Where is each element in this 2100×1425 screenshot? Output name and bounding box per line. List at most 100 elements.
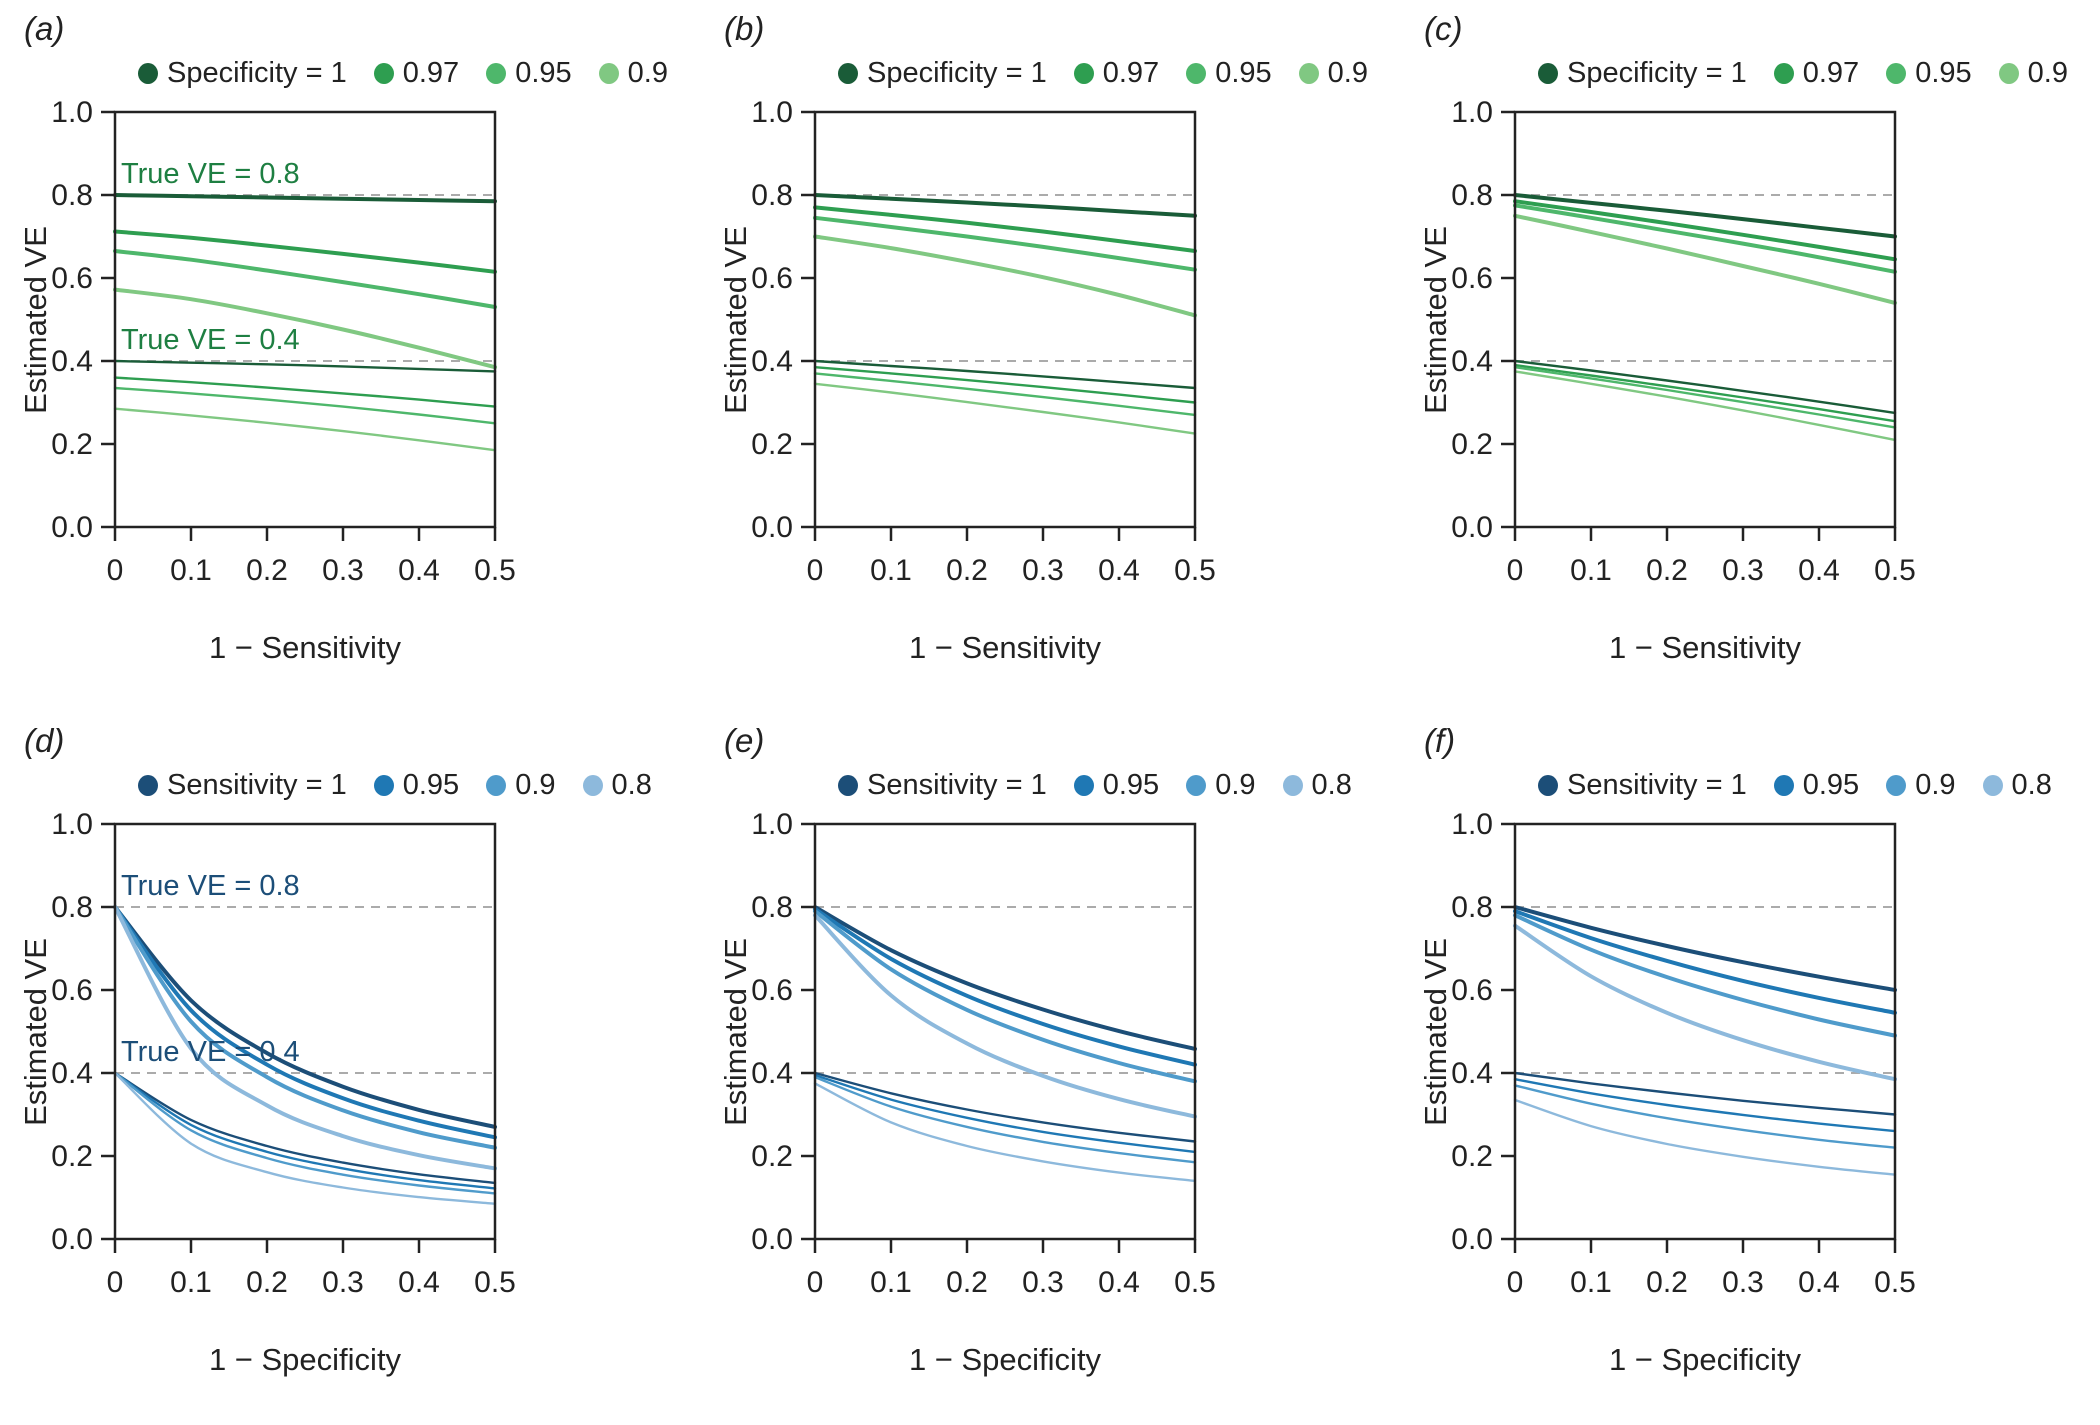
- curve: [1513, 909, 1897, 1015]
- y-tick-label: 1.0: [51, 96, 93, 129]
- panel-label: (b): [724, 10, 765, 47]
- curve: [813, 359, 1197, 390]
- y-tick-label: 0.4: [1451, 345, 1493, 378]
- y-tick-label: 0.6: [1451, 262, 1493, 295]
- panel-e: (e) Sensitivity = 1 0.95 0.9 0.8 0.0 0.2 0.4 0…: [700, 712, 1400, 1424]
- x-tick-label: 0.3: [1722, 1266, 1764, 1299]
- x-tick-label: 0.2: [946, 1266, 988, 1299]
- x-tick-label: 0.1: [1570, 1266, 1612, 1299]
- curve: [113, 386, 497, 425]
- curve: [113, 249, 497, 309]
- curve: [113, 287, 497, 370]
- true-ve-annotation: True VE = 0.4: [121, 1036, 300, 1068]
- curve: [813, 909, 1197, 1084]
- legend: Sensitivity = 1 0.95 0.9 0.8: [138, 768, 652, 802]
- curve: [113, 1071, 497, 1190]
- panel-f: (f) Sensitivity = 1 0.95 0.9 0.8 0.0 0.2 0.4 0…: [1400, 712, 2100, 1424]
- y-tick-label: 0.0: [51, 511, 93, 544]
- curve: [813, 913, 1197, 1119]
- legend-dot-icon: [138, 774, 158, 796]
- legend-label: 0.9: [627, 56, 668, 89]
- legend-item: 0.9: [1998, 56, 2068, 90]
- curve: [113, 905, 497, 1140]
- legend-item: 0.95: [1773, 769, 1859, 802]
- curve: [1513, 199, 1897, 262]
- legend-label: 0.9: [2027, 56, 2068, 89]
- legend-dot-icon: [138, 62, 158, 84]
- legend-item: Sensitivity = 1: [838, 769, 1047, 802]
- y-tick-label: 0.2: [751, 428, 793, 461]
- legend-dot-icon: [1998, 62, 2019, 84]
- legend-item: 0.9: [1186, 768, 1256, 802]
- y-tick-label: 0.6: [1451, 974, 1493, 1007]
- legend-dot-icon: [1886, 62, 1907, 84]
- y-tick-label: 1.0: [1451, 808, 1493, 841]
- legend-dot-icon: [838, 62, 858, 84]
- curve: [113, 1071, 497, 1185]
- legend-dot-icon: [1773, 62, 1794, 84]
- legend-item: 0.8: [1282, 769, 1352, 802]
- curve: [113, 905, 497, 1171]
- y-axis-label: Estimated VE: [1418, 226, 1453, 414]
- chart-b: 0.0 0.2 0.4 0.6 0.8 1.0 0 0.1 0.2 0.3 0.4 0.5: [751, 96, 1216, 587]
- legend-label: 0.95: [1915, 56, 1972, 89]
- legend-dot-icon: [1298, 62, 1319, 84]
- y-tick-label: 0.0: [1451, 1223, 1493, 1256]
- legend-item: Sensitivity = 1: [1538, 769, 1747, 802]
- x-tick-label: 0.3: [1022, 1266, 1064, 1299]
- legend-item: 0.9: [1886, 769, 1956, 802]
- y-tick-label: 0.8: [751, 179, 793, 212]
- curve: [1513, 213, 1897, 305]
- panel-c: (c) Specificity = 1 0.97 0.95 0.9 0.0 0.2 0.4…: [1400, 0, 2100, 712]
- legend-label: 0.9: [515, 768, 556, 801]
- x-axis-label: 1 − Sensitivity: [1608, 630, 1802, 665]
- legend-dot-icon: [1982, 774, 2003, 796]
- curve: [813, 382, 1197, 435]
- y-tick-label: 0.4: [751, 1057, 793, 1090]
- plot-box: [113, 822, 497, 1241]
- legend-label: 0.9: [1215, 768, 1256, 801]
- legend-dot-icon: [582, 774, 603, 796]
- plot-box: [813, 110, 1197, 529]
- curve: [813, 1075, 1197, 1164]
- y-tick-label: 0.2: [751, 1140, 793, 1173]
- panel-label: (c): [1424, 10, 1463, 47]
- x-tick-label: 0.1: [870, 1266, 912, 1299]
- x-axis-label: 1 − Sensitivity: [208, 630, 402, 665]
- legend-item: 0.8: [582, 769, 652, 802]
- legend-item: 0.95: [486, 57, 572, 90]
- chart-c: 0.0 0.2 0.4 0.6 0.8 1.0 0 0.1 0.2 0.3 0.4 0.5: [1451, 96, 1916, 587]
- curve: [1513, 366, 1897, 429]
- y-tick-label: 0.4: [1451, 1057, 1493, 1090]
- x-tick-label: 0.4: [398, 1266, 440, 1299]
- y-tick-label: 0.2: [1451, 428, 1493, 461]
- curve: [813, 905, 1197, 1051]
- x-tick-label: 0.5: [474, 1266, 516, 1299]
- true-ve-annotation: True VE = 0.4: [121, 324, 300, 356]
- x-tick-label: 0: [807, 1266, 824, 1299]
- x-tick-label: 0.4: [1798, 554, 1840, 587]
- curve: [813, 193, 1197, 218]
- curve: [1513, 193, 1897, 239]
- curve: [813, 366, 1197, 404]
- curve: [113, 905, 497, 1150]
- curve: [1513, 923, 1897, 1082]
- legend-dot-icon: [373, 774, 394, 796]
- curve: [113, 359, 497, 373]
- x-tick-label: 0.4: [398, 554, 440, 587]
- x-tick-label: 0.5: [474, 554, 516, 587]
- legend-label: 0.95: [402, 768, 460, 801]
- curve: [113, 1071, 497, 1195]
- chart-e: 0.0 0.2 0.4 0.6 0.8 1.0 0 0.1 0.2 0.3 0.4 0.5: [751, 808, 1216, 1299]
- legend-label: Sensitivity = 1: [167, 768, 347, 801]
- curve: [813, 215, 1197, 272]
- curve: [1513, 913, 1897, 1038]
- panel-d: (d) Sensitivity = 1 0.95 0.9 0.8 0.0 0.2 0.4 0…: [0, 712, 700, 1424]
- x-axis-label: 1 − Sensitivity: [908, 630, 1102, 665]
- curve: [1513, 359, 1897, 415]
- legend-item: Specificity = 1: [838, 57, 1047, 90]
- curve: [813, 234, 1197, 318]
- panel-label: (f): [1424, 722, 1456, 759]
- y-tick-label: 1.0: [751, 96, 793, 129]
